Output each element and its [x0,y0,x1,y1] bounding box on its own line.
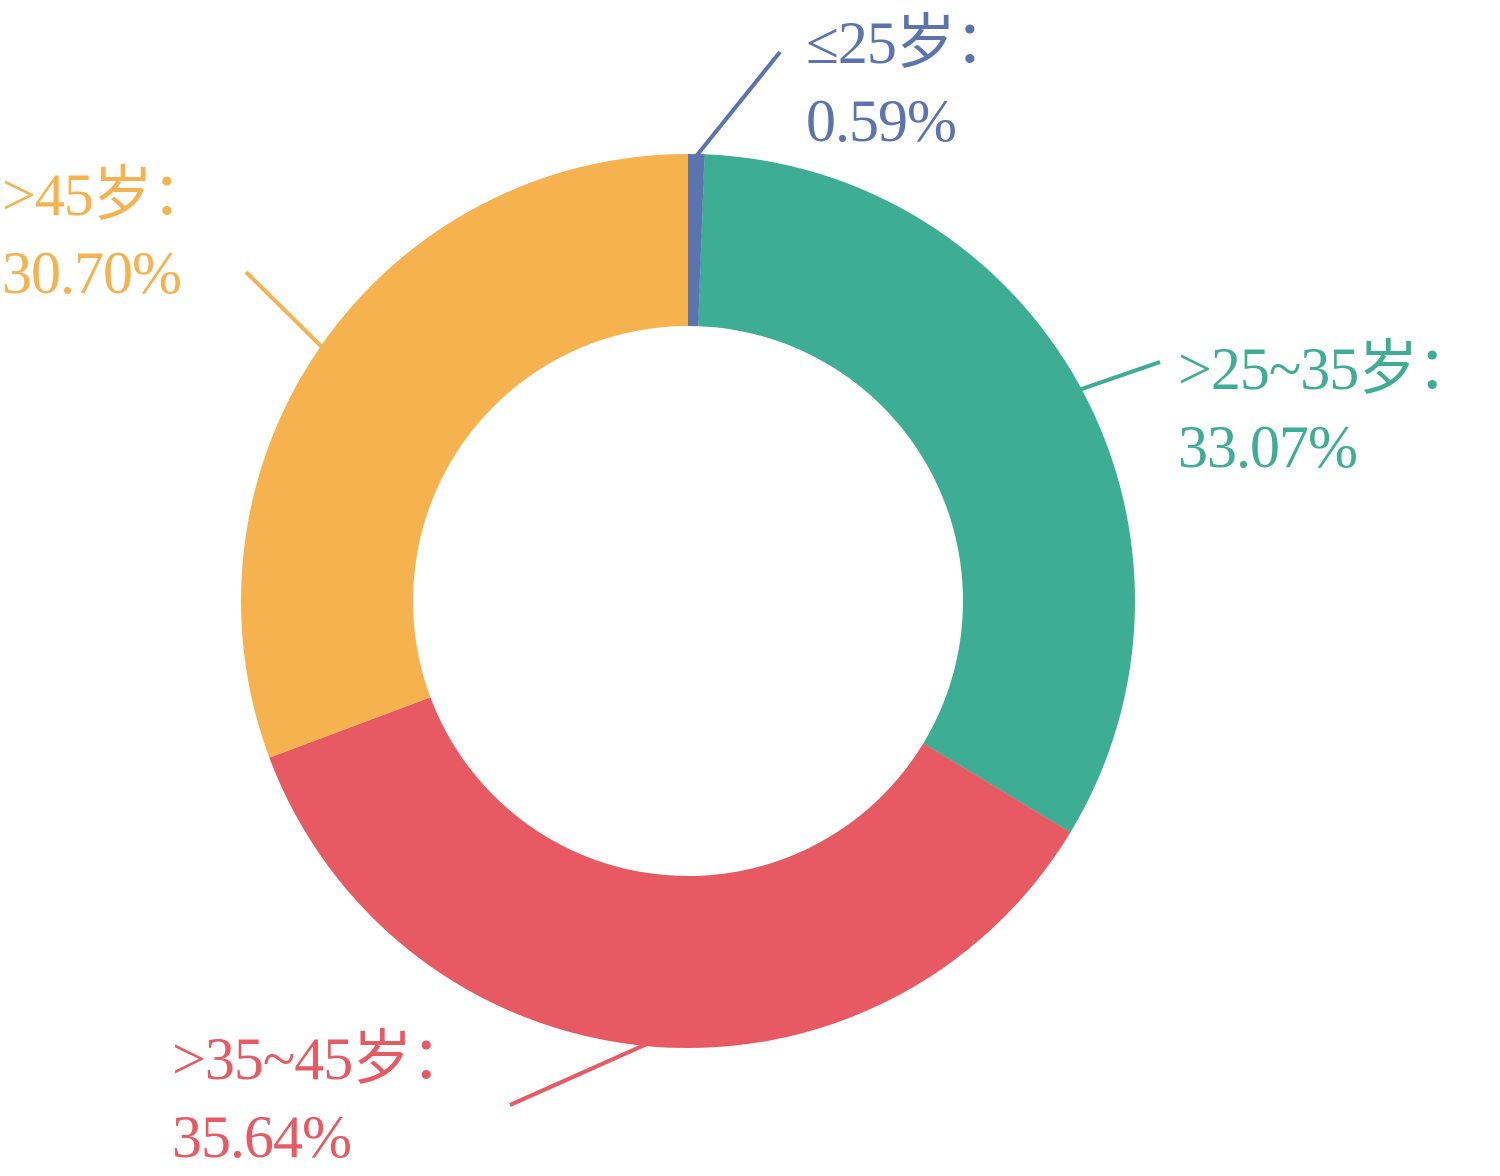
donut-slice-35-45 [269,697,1071,1048]
slice-label-35-45: >35~45岁： 35.64% [172,1020,471,1176]
slice-label-35-45-value: 35.64% [172,1104,352,1170]
leader-line-35-45 [509,1042,648,1107]
slice-label-gt45-name: >45岁： [2,162,212,228]
slice-label-25-35-value: 33.07% [1178,414,1358,480]
slice-label-25-35-name: >25~35岁： [1178,336,1477,402]
slice-label-gt45-value: 30.70% [2,240,182,306]
donut-slice-25-35 [698,154,1135,833]
slice-label-gt45: >45岁： 30.70% [2,156,212,312]
slice-label-le25-value: 0.59% [806,88,957,154]
donut-slices [241,154,1135,1048]
slice-label-35-45-name: >35~45岁： [172,1026,471,1092]
donut-slice-le25 [688,154,705,327]
leader-line-25-35 [1078,360,1161,392]
slice-label-25-35: >25~35岁： 33.07% [1178,330,1477,486]
leader-line-le25 [694,50,782,158]
donut-slice-gt45 [241,154,689,758]
leader-line-gt45 [244,270,324,349]
leader-lines [244,50,1161,1107]
slice-label-le25: ≤25岁： 0.59% [806,4,1015,160]
slice-label-le25-name: ≤25岁： [806,10,1015,76]
